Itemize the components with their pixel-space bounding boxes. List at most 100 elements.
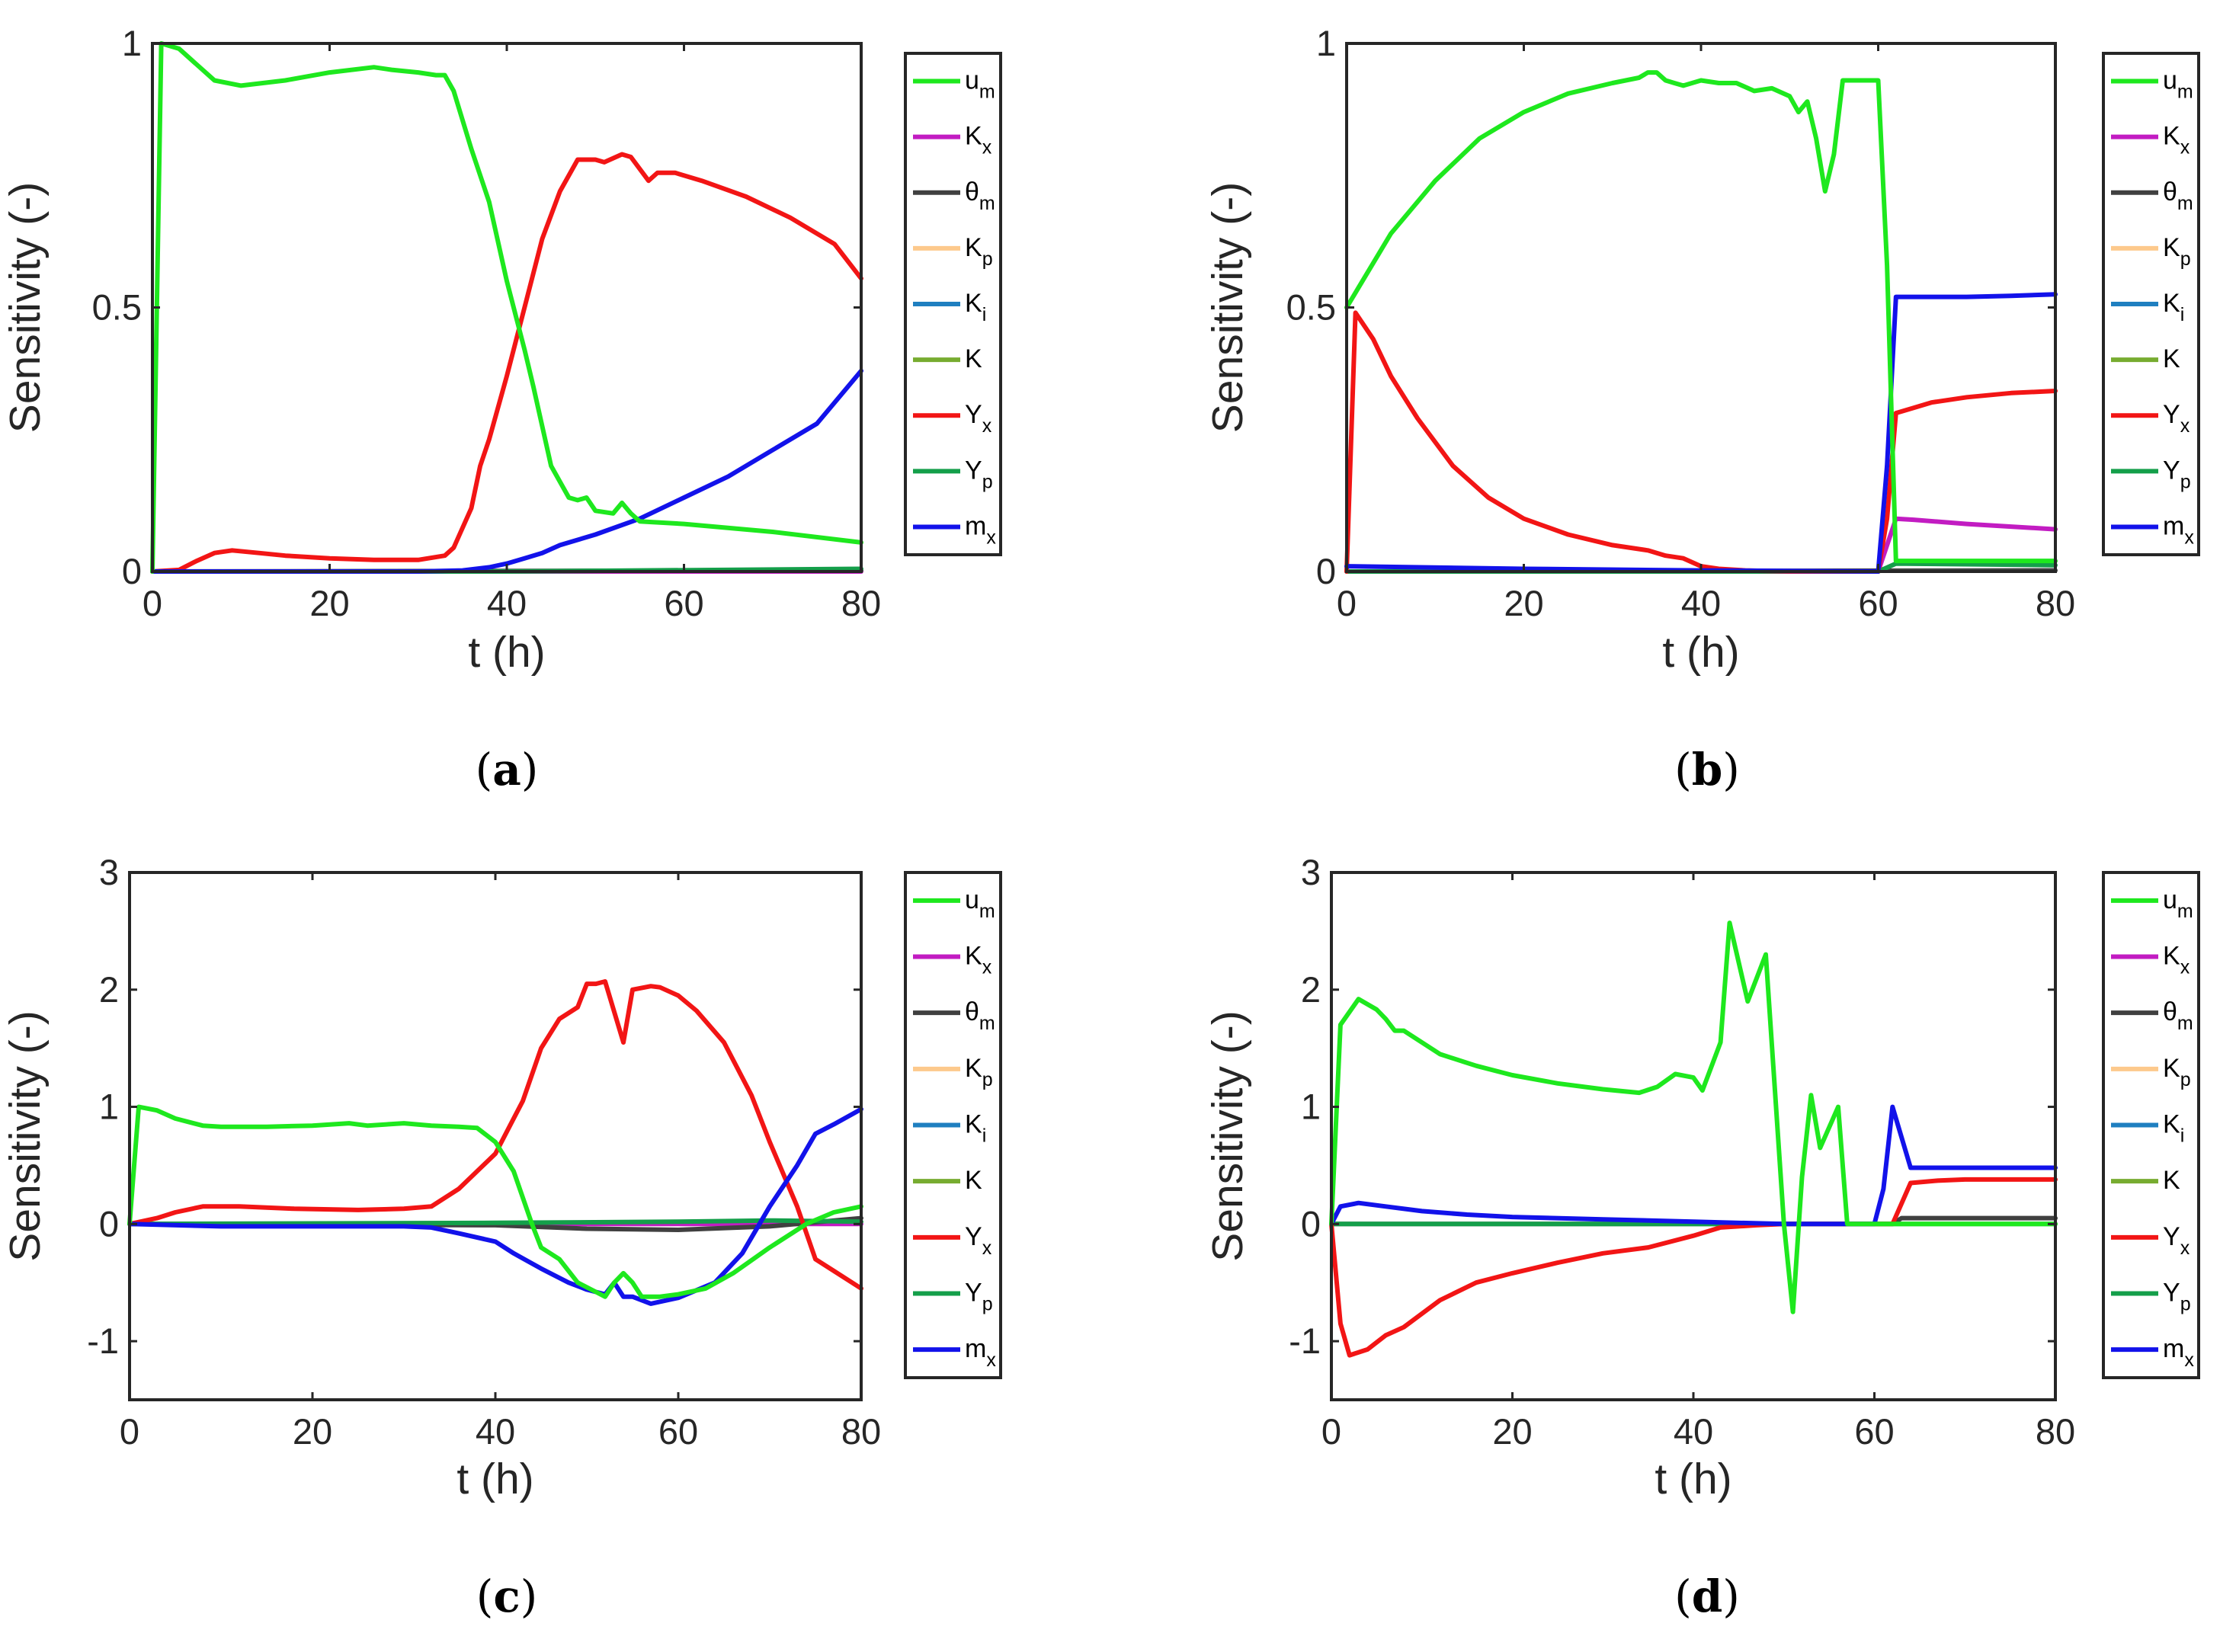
x-tick-label: 80 [841, 583, 881, 623]
y-tick-label: 1 [99, 1087, 119, 1127]
legend-label-um: um [2163, 66, 2193, 103]
legend-label-K: K [965, 1166, 982, 1195]
legend-label-mx: mx [965, 1334, 996, 1371]
panel-c: 0 20 40 60 80 -1 0 1 2 3 t (h) Sensitivity (-) um Kx θ… [1, 852, 1002, 1622]
series-line-um [150, 41, 863, 574]
legend-label-Yp: Yp [2163, 456, 2191, 492]
panel-a: 0 20 40 60 80 0 0.5 1 t (h) Sensitivity (-) um Kx θm… [1, 23, 1002, 796]
legend-label-Kp: Kp [965, 1054, 993, 1090]
x-tick-label: 40 [476, 1411, 515, 1452]
x-axis-label: t (h) [456, 1455, 533, 1503]
y-tick-label: 3 [1301, 852, 1321, 892]
legend-label-mx: mx [965, 511, 996, 548]
plot-area [1347, 43, 2055, 571]
legend-label-mx: mx [2163, 511, 2194, 548]
legend: um Kx θm Kp Ki K Yx Yp mx [2102, 871, 2200, 1379]
legend-label-K: K [965, 344, 982, 373]
plot-area [1331, 872, 2055, 1400]
legend-label-um: um [2163, 885, 2193, 922]
series-line-Yx [150, 152, 863, 574]
x-tick-label: 60 [1858, 583, 1898, 623]
legend-label-Kp: Kp [965, 233, 993, 270]
legend-label-Yp: Yp [965, 1279, 993, 1315]
legend: um Kx θm Kp Ki K Yx Yp mx [904, 52, 1002, 556]
legend-label-K: K [2163, 1166, 2180, 1195]
legend-label-K: K [2163, 344, 2180, 373]
legend-label-Kp: Kp [2163, 233, 2191, 270]
legend: um Kx θm Kp Ki K Yx Yp mx [904, 871, 1002, 1379]
series-line-mx [1329, 1104, 2058, 1227]
y-tick-label: 2 [1301, 969, 1321, 1010]
y-tick-label: -1 [1289, 1321, 1321, 1361]
legend-label-Ki: Ki [965, 1110, 986, 1147]
panel-caption: (d) [1674, 1570, 1740, 1622]
series-line-um [1344, 70, 2058, 564]
y-tick-label: 0 [1316, 551, 1336, 591]
plot-area [130, 872, 861, 1400]
x-tick-label: 80 [841, 1411, 881, 1452]
panel-caption: (b) [1674, 744, 1740, 796]
x-tick-label: 40 [1674, 1411, 1713, 1452]
legend-label-Yx: Yx [2163, 1222, 2190, 1259]
legend-label-Yx: Yx [965, 1222, 992, 1259]
x-axis-label: t (h) [1655, 1455, 1731, 1503]
legend-label-theta_m: θm [965, 178, 995, 214]
x-axis-label: t (h) [1662, 628, 1739, 677]
series-line-um [1329, 920, 2058, 1314]
legend-label-Kx: Kx [965, 942, 992, 978]
legend-label-um: um [965, 66, 995, 103]
panel-d: 0 20 40 60 80 -1 0 1 2 3 t (h) Sensitivity (-) um Kx θ… [1203, 852, 2200, 1622]
legend-label-Yx: Yx [2163, 400, 2190, 437]
legend-label-Kp: Kp [2163, 1054, 2191, 1090]
panel-caption: (c) [476, 1570, 538, 1622]
x-tick-label: 20 [1492, 1411, 1532, 1452]
legend-label-Ki: Ki [2163, 1110, 2184, 1147]
x-tick-label: 60 [658, 1411, 698, 1452]
legend-label-Ki: Ki [965, 289, 986, 325]
legend-label-Yp: Yp [2163, 1279, 2191, 1315]
legend-label-Kx: Kx [2163, 942, 2190, 978]
x-axis-label: t (h) [468, 628, 545, 677]
legend-label-theta_m: θm [2163, 178, 2193, 214]
x-tick-label: 0 [120, 1411, 139, 1452]
x-tick-label: 20 [1504, 583, 1543, 623]
x-tick-label: 80 [2036, 583, 2075, 623]
x-tick-label: 20 [309, 583, 349, 623]
series-line-mx [150, 368, 863, 574]
y-tick-label: 1 [122, 23, 142, 63]
legend-label-Ki: Ki [2163, 289, 2184, 325]
plot-area [152, 43, 861, 571]
legend-label-Yp: Yp [965, 456, 993, 492]
legend-label-theta_m: θm [965, 997, 995, 1034]
legend-label-um: um [965, 885, 995, 922]
x-tick-label: 80 [2036, 1411, 2075, 1452]
y-tick-label: 2 [99, 969, 119, 1010]
series-line-um [127, 1104, 863, 1299]
y-tick-label: 1 [1316, 23, 1336, 63]
x-tick-label: 60 [664, 583, 703, 623]
y-tick-label: 0 [99, 1203, 119, 1244]
y-tick-label: 3 [99, 852, 119, 892]
x-tick-label: 40 [487, 583, 527, 623]
legend-label-mx: mx [2163, 1334, 2194, 1371]
x-tick-label: 60 [1854, 1411, 1894, 1452]
x-tick-label: 20 [293, 1411, 332, 1452]
legend-label-Yx: Yx [965, 400, 992, 437]
x-tick-label: 0 [1321, 1411, 1341, 1452]
x-tick-label: 0 [1337, 583, 1357, 623]
y-tick-label: 0.5 [92, 287, 142, 328]
y-tick-label: 1 [1301, 1087, 1321, 1127]
series-line-Yx [127, 979, 863, 1291]
series-line-Yx [1344, 310, 2058, 574]
y-tick-label: -1 [87, 1321, 119, 1361]
legend-label-theta_m: θm [2163, 997, 2193, 1034]
series-line-Yx [1329, 1177, 2058, 1358]
panel-caption: (a) [476, 744, 539, 796]
panel-b: 0 20 40 60 80 0 0.5 1 t (h) Sensitivity (-) um Kx θm… [1203, 23, 2200, 796]
x-tick-label: 0 [143, 583, 162, 623]
y-axis-label: Sensitivity (-) [1, 182, 50, 433]
y-tick-label: 0 [1301, 1203, 1321, 1244]
legend-label-Kx: Kx [965, 122, 992, 158]
x-tick-label: 40 [1681, 583, 1721, 623]
